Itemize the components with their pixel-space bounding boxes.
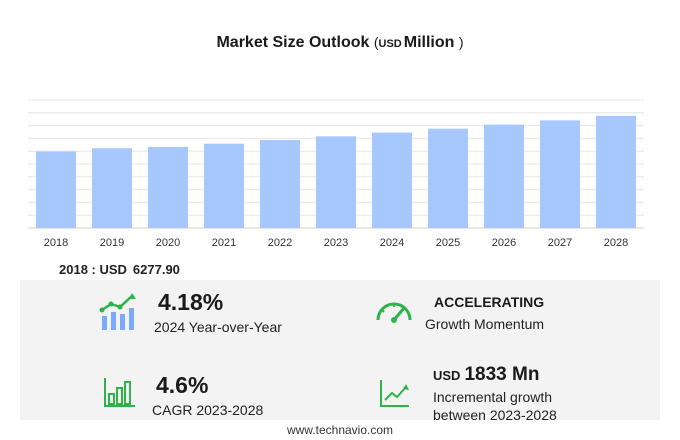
bar-chart-icon [104,378,135,407]
yoy-label: 2024 Year-over-Year [154,319,282,335]
bar-2026 [484,124,524,228]
momentum-value: ACCELERATING [434,294,545,310]
chart-title: Market Size Outlook (USD Million ) [0,34,680,52]
x-tick-label: 2022 [268,237,292,249]
bar-2025 [428,128,468,228]
line-growth-icon [380,380,409,407]
bar-2027 [540,120,580,228]
bar-growth-icon [99,293,136,330]
incremental-line2: between 2023-2028 [433,407,557,423]
cagr-value: 4.6% [156,372,209,398]
bar-2019 [92,148,132,228]
bar-2028 [596,115,636,228]
x-tick-label: 2023 [324,237,348,249]
x-tick-label: 2025 [436,237,460,249]
bar-2023 [316,136,356,228]
bar-chart: 2018 2019 2020 2021 2022 2023 2024 2025 2026 2027… [28,99,644,249]
title-unit: USD [378,38,402,50]
base-year-label: 2018 : USD 6277.90 [59,262,180,277]
x-tick-label: 2024 [380,237,404,249]
title-paren-close: ) [458,34,464,50]
bar-2022 [260,139,300,228]
bar-2020 [148,146,188,228]
bar-2024 [372,132,412,228]
incremental-unit: USD [433,368,461,383]
footer-url: www.technavio.com [286,423,394,437]
momentum-label: Growth Momentum [425,316,545,332]
title-unit-word: Million [403,34,455,51]
bar-2021 [204,143,244,228]
yoy-value: 4.18% [158,289,224,315]
x-tick-label: 2020 [156,237,180,249]
base-year-text: 2018 : USD [59,262,127,277]
incremental-value-row: USD 1833 Mn [433,364,539,386]
incremental-line1: Incremental growth [433,389,553,405]
cagr-label: CAGR 2023-2028 [152,402,264,418]
speedometer-icon [376,302,412,323]
x-tick-label: 2026 [492,237,516,249]
base-year-value: 6277.90 [132,262,180,277]
chart-title-text: Market Size Outlook [216,34,370,51]
x-tick-label: 2018 [44,237,68,249]
incremental-value: 1833 Mn [464,364,540,385]
x-tick-label: 2019 [100,237,124,249]
bar-2018 [36,151,76,228]
title-paren-open: ( [373,34,379,50]
x-tick-label: 2028 [604,237,628,249]
x-tick-label: 2021 [212,237,236,249]
x-tick-label: 2027 [548,237,572,249]
stats-panel [20,280,660,420]
